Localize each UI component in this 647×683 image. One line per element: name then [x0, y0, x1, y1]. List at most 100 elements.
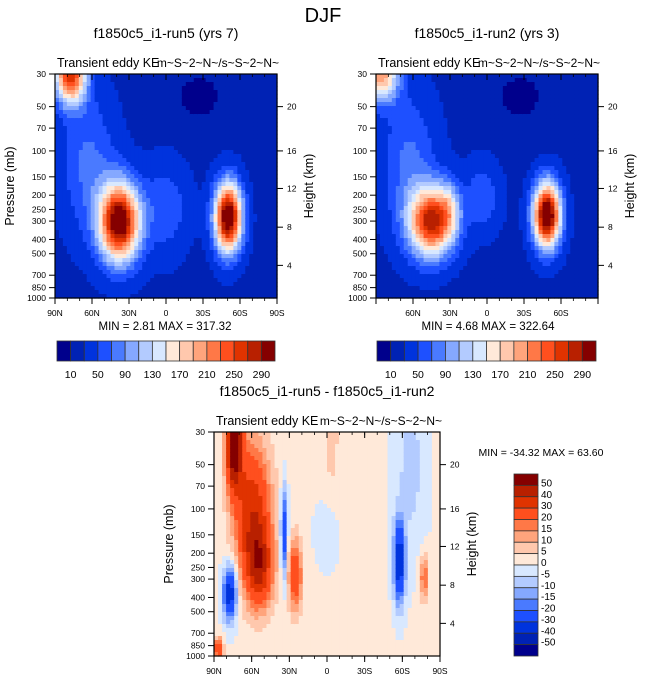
contour-cell — [261, 94, 266, 99]
contour-cell — [395, 142, 401, 147]
contour-cell — [273, 186, 278, 191]
contour-cell — [122, 286, 127, 291]
contour-cell — [86, 274, 92, 279]
contour-cell — [122, 278, 127, 283]
contour-cell — [86, 242, 92, 247]
contour-cell — [177, 278, 183, 283]
contour-cell — [58, 78, 64, 83]
contour-cell — [197, 158, 203, 163]
contour-cell — [181, 170, 187, 175]
contour-cell — [185, 198, 191, 203]
contour-cell — [479, 234, 484, 239]
contour-cell — [415, 262, 421, 267]
contour-cell — [245, 226, 250, 231]
contour-cell — [245, 210, 250, 215]
contour-cell — [407, 150, 413, 155]
contour-cell — [146, 178, 151, 183]
contour-cell — [471, 166, 476, 171]
contour-cell — [427, 158, 433, 163]
contour-cell — [98, 98, 104, 103]
contour-cell — [249, 94, 254, 99]
contour-cell — [261, 210, 266, 215]
contour-cell — [233, 242, 238, 247]
contour-cell — [205, 226, 211, 231]
contour-cell — [443, 74, 448, 79]
contour-cell — [265, 178, 270, 183]
contour-cell — [435, 186, 441, 191]
contour-cell — [407, 202, 413, 207]
contour-cell — [245, 106, 250, 111]
contour-cell — [201, 150, 207, 155]
contour-cell — [221, 166, 227, 171]
contour-cell — [395, 242, 401, 247]
contour-cell — [66, 194, 72, 199]
contour-cell — [130, 246, 135, 251]
contour-cell — [376, 238, 381, 243]
contour-cell — [439, 78, 444, 83]
contour-cell — [142, 102, 147, 107]
contour-cell — [241, 242, 246, 247]
contour-cell — [479, 122, 484, 127]
contour-cell — [185, 162, 191, 167]
contour-cell — [181, 142, 187, 147]
contour-cell — [126, 134, 131, 139]
contour-cell — [166, 290, 171, 295]
contour-cell — [483, 258, 488, 263]
contour-cell — [118, 90, 123, 95]
contour-cell — [237, 182, 242, 187]
contour-cell — [225, 170, 231, 175]
contour-cell — [118, 74, 123, 79]
contour-cell — [415, 162, 421, 167]
contour-cell — [74, 246, 80, 251]
contour-cell — [126, 274, 131, 279]
contour-cell — [427, 246, 433, 251]
contour-cell — [383, 74, 389, 79]
contour-cell — [126, 110, 131, 115]
contour-cell — [126, 230, 131, 235]
contour-cell — [419, 290, 425, 295]
contour-cell — [451, 126, 456, 131]
contour-cell — [114, 294, 120, 299]
contour-cell — [177, 282, 183, 287]
contour-cell — [403, 190, 409, 195]
contour-cell — [483, 182, 488, 187]
contour-cell — [379, 246, 385, 251]
contour-cell — [257, 178, 262, 183]
contour-cell — [201, 194, 207, 199]
contour-cell — [376, 114, 381, 119]
contour-cell — [471, 218, 476, 223]
contour-cell — [221, 226, 227, 231]
contour-cell — [90, 294, 96, 299]
contour-cell — [158, 270, 163, 275]
contour-cell — [217, 110, 223, 115]
contour-cell — [253, 294, 258, 299]
contour-cell — [261, 190, 266, 195]
contour-cell — [173, 146, 179, 151]
contour-cell — [205, 258, 211, 263]
contour-cell — [162, 226, 167, 231]
contour-cell — [114, 122, 120, 127]
contour-cell — [106, 162, 112, 167]
contour-cell — [217, 270, 223, 275]
contour-cell — [90, 174, 96, 179]
x-tick-label: 0 — [164, 308, 169, 318]
contour-cell — [387, 142, 393, 147]
contour-cell — [455, 134, 460, 139]
contour-cell — [169, 170, 175, 175]
contour-cell — [379, 126, 385, 131]
contour-cell — [58, 150, 64, 155]
contour-cell — [169, 78, 175, 83]
contour-cell — [102, 182, 108, 187]
contour-cell — [189, 214, 195, 219]
contour-cell — [395, 234, 401, 239]
contour-cell — [82, 162, 88, 167]
contour-cell — [233, 110, 238, 115]
contour-cell — [201, 158, 207, 163]
contour-cell — [106, 202, 112, 207]
contour-cell — [142, 158, 147, 163]
contour-cell — [70, 134, 76, 139]
contour-cell — [383, 122, 389, 127]
contour-cell — [241, 102, 246, 107]
contour-cell — [431, 274, 437, 279]
contour-cell — [166, 118, 171, 123]
